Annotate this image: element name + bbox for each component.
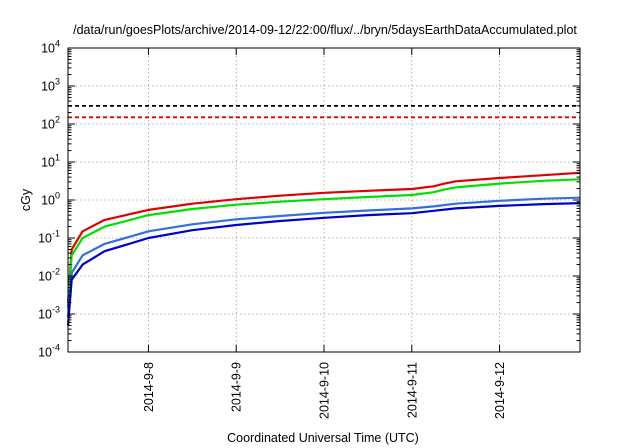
x-tick-label: 2014-9-11 xyxy=(405,362,419,418)
y-tick-label: 10-3 xyxy=(38,305,60,322)
threshold-lines xyxy=(68,104,580,119)
x-tick-label: 2014-9-8 xyxy=(142,362,156,412)
chart-title: /data/run/goesPlots/archive/2014-09-12/2… xyxy=(73,23,577,37)
x-axis-label: Coordinated Universal Time (UTC) xyxy=(227,431,419,445)
y-tick-label: 101 xyxy=(41,153,60,170)
x-tick-label: 2014-9-9 xyxy=(230,362,244,412)
x-tick-label: 2014-9-12 xyxy=(493,362,507,419)
series-line xyxy=(66,196,581,318)
y-tick-label: 100 xyxy=(41,191,60,208)
series-line xyxy=(66,171,581,303)
y-tick-label: 102 xyxy=(41,115,60,132)
y-tick-label: 10-4 xyxy=(38,343,60,360)
y-tick-label: 104 xyxy=(41,39,60,56)
y-tick-label: 103 xyxy=(41,77,60,94)
x-tick-label: 2014-9-10 xyxy=(318,362,332,419)
series-line xyxy=(66,178,581,308)
y-axis: 10-4 10-3 10-2 10-1 100 101 102 103 104 xyxy=(38,39,580,360)
y-axis-label: cGy xyxy=(19,188,33,211)
y-tick-label: 10-2 xyxy=(38,267,60,284)
x-axis: 2014-9-8 2014-9-9 2014-9-10 2014-9-11 2014-9… xyxy=(142,48,507,419)
series-line xyxy=(66,202,581,326)
y-tick-label: 10-1 xyxy=(38,229,60,246)
series-lines xyxy=(66,171,581,326)
